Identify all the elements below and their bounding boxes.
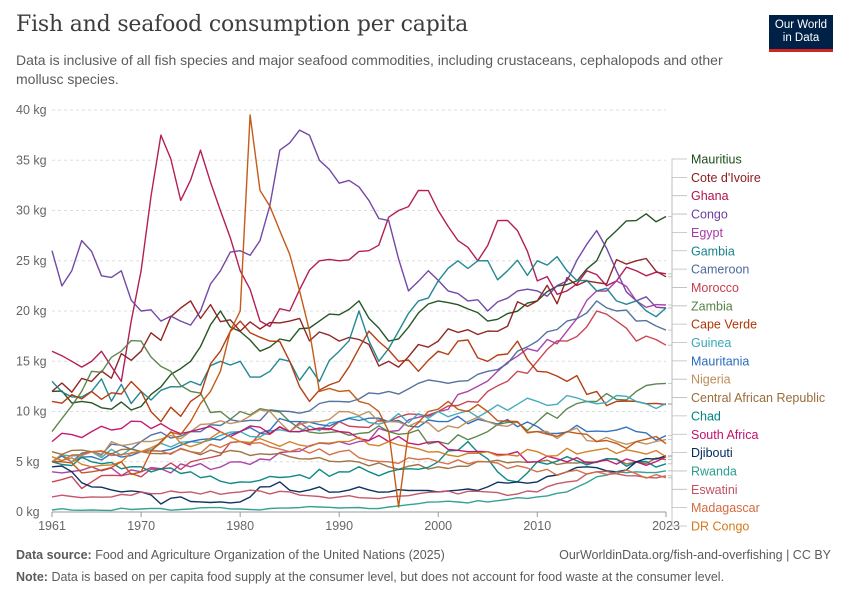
legend-connector [668, 213, 687, 309]
series-line-chad [51, 440, 667, 485]
legend-label-central-african-republic: Central African Republic [691, 391, 825, 405]
legend-label-south-africa: South Africa [691, 428, 758, 442]
line-chart: 0 kg 5 kg 10 kg 15 kg 20 kg 25 kg 30 kg 35 kg 40… [16, 103, 825, 534]
x-tick-label: 2010 [523, 519, 551, 533]
series-line-south-africa [51, 420, 667, 466]
series-line-cameroon [51, 300, 667, 463]
series-line-cape-verde [51, 320, 667, 423]
legend-label-guinea: Guinea [691, 336, 731, 350]
legend-connector [668, 287, 687, 346]
series-line-gambia [51, 256, 667, 405]
series-line-egypt [51, 280, 667, 477]
series-line-dr-congo [51, 430, 667, 468]
legend-label-djibouti: Djibouti [691, 446, 733, 460]
legend-connector [668, 305, 687, 384]
legend-connector [668, 360, 687, 436]
chart-note: Note: Data is based on per capita food s… [16, 570, 724, 584]
legend-label-mauritania: Mauritania [691, 354, 749, 368]
chart-subtitle: Data is inclusive of all fish species an… [16, 52, 723, 87]
chart-title: Fish and seafood consumption per capita [16, 12, 468, 37]
legend-label-dr-congo: DR Congo [691, 520, 749, 534]
legend-label-congo: Congo [691, 208, 728, 222]
legend-connector [668, 433, 687, 458]
legend-label-ghana: Ghana [691, 189, 729, 203]
data-source-text: Food and Agriculture Organization of the… [95, 548, 445, 562]
legend-label-nigeria: Nigeria [691, 373, 731, 387]
legend-connector [668, 456, 687, 527]
series-line-morocco [51, 310, 667, 490]
legend-connector [668, 342, 687, 404]
legend-connector [668, 452, 687, 457]
x-tick-label: 1990 [325, 519, 353, 533]
legend-label-egypt: Egypt [691, 226, 723, 240]
series-line-unlabeled [52, 114, 667, 508]
credit-link[interactable]: OurWorldinData.org/fish-and-overfishing … [559, 548, 831, 562]
legend-connector [668, 323, 687, 405]
series-line-central-african-republic [51, 448, 667, 470]
y-tick-label: 40 kg [16, 103, 47, 117]
y-tick-label: 5 kg [16, 455, 40, 469]
legend-connector [668, 176, 687, 278]
legend-connector [668, 397, 687, 461]
legend-connector [668, 158, 687, 217]
legend-label-mauritius: Mauritius [691, 153, 742, 167]
data-source: Data source: Food and Agriculture Organi… [16, 548, 445, 562]
series-line-ghana [51, 134, 667, 383]
y-tick-label: 20 kg [16, 304, 47, 318]
legend-label-madagascar: Madagascar [691, 501, 760, 515]
y-tick-label: 15 kg [16, 354, 47, 368]
legend-connector [668, 195, 687, 275]
logo-line-1: Our World [774, 19, 828, 31]
x-tick-label: 1961 [38, 519, 66, 533]
series-line-nigeria [51, 409, 667, 463]
series-line-congo [51, 129, 667, 326]
legend-label-cameroon: Cameroon [691, 263, 749, 277]
x-tick-label: 1980 [226, 519, 254, 533]
legend-connector [668, 268, 687, 331]
legend-connector [668, 250, 687, 309]
data-source-label: Data source: [16, 548, 92, 562]
series-line-eswatini [51, 470, 667, 500]
y-tick-label: 25 kg [16, 254, 47, 268]
legend-label-zambia: Zambia [691, 299, 733, 313]
legend-connector [668, 477, 687, 509]
y-tick-label: 30 kg [16, 204, 47, 218]
y-tick-label: 10 kg [16, 405, 47, 419]
y-tick-label: 0 kg [16, 505, 40, 519]
legend-label-morocco: Morocco [691, 281, 739, 295]
series-line-madagascar [51, 440, 667, 479]
legend-label-gambia: Gambia [691, 244, 735, 258]
legend-connector [668, 378, 687, 440]
x-tick-label: 2023 [652, 519, 680, 533]
legend-label-rwanda: Rwanda [691, 464, 737, 478]
note-label: Note: [16, 570, 48, 584]
legend-label-chad: Chad [691, 409, 721, 423]
x-tick-label: 2000 [424, 519, 452, 533]
note-text: Data is based on per capita food supply … [51, 570, 725, 584]
x-tick-label: 1970 [127, 519, 155, 533]
series-line-cote-d-ivoire [51, 257, 667, 393]
legend-label-eswatini: Eswatini [691, 483, 738, 497]
legend-label-cote-d-ivoire: Cote d'Ivoire [691, 171, 761, 185]
legend-label-cape-verde: Cape Verde [691, 318, 757, 332]
owid-logo[interactable]: Our World in Data [769, 15, 833, 52]
series-line-rwanda [51, 470, 667, 512]
logo-line-2: in Data [782, 32, 820, 44]
series-line-zambia [51, 339, 667, 445]
y-tick-label: 35 kg [16, 153, 47, 167]
